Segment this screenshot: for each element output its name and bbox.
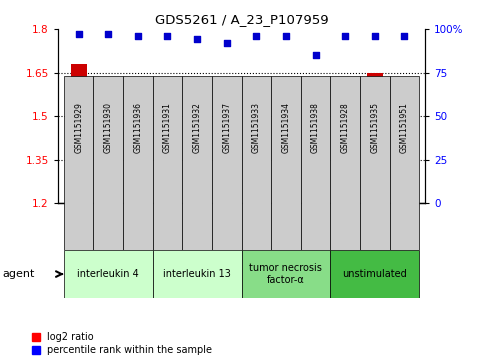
Text: interleukin 4: interleukin 4	[77, 269, 139, 279]
Bar	[396, 96, 412, 203]
Text: GSM1151929: GSM1151929	[74, 102, 83, 153]
Bar	[248, 96, 265, 203]
Bar	[123, 76, 153, 250]
Bar	[360, 76, 389, 250]
Text: GSM1151937: GSM1151937	[222, 102, 231, 153]
Bar	[100, 96, 116, 203]
Bar	[219, 125, 235, 203]
Bar	[130, 139, 146, 203]
Point	[312, 52, 319, 58]
Bar	[307, 197, 324, 203]
Bar	[182, 76, 212, 250]
Text: GSM1151930: GSM1151930	[104, 102, 113, 153]
Bar	[242, 76, 271, 250]
Text: tumor necrosis
factor-α: tumor necrosis factor-α	[249, 263, 322, 285]
Bar	[330, 76, 360, 250]
Text: GSM1151936: GSM1151936	[133, 102, 142, 153]
Text: GSM1151932: GSM1151932	[193, 102, 201, 153]
Bar	[94, 76, 123, 250]
Bar	[64, 250, 153, 298]
Text: GSM1151931: GSM1151931	[163, 102, 172, 153]
Text: GSM1151928: GSM1151928	[341, 102, 350, 153]
Text: GSM1151934: GSM1151934	[282, 102, 290, 153]
Bar	[278, 128, 294, 203]
Bar	[153, 76, 182, 250]
Bar	[337, 119, 353, 203]
Bar	[242, 250, 330, 298]
Point	[164, 33, 171, 39]
Text: GSM1151938: GSM1151938	[311, 102, 320, 153]
Text: GSM1151935: GSM1151935	[370, 102, 379, 153]
Point	[193, 37, 201, 42]
Bar	[71, 64, 87, 203]
Bar	[367, 73, 383, 203]
Text: GSM1151951: GSM1151951	[400, 102, 409, 153]
Text: agent: agent	[2, 269, 35, 279]
Bar	[212, 76, 242, 250]
Point	[134, 33, 142, 39]
Bar	[389, 76, 419, 250]
Point	[75, 31, 83, 37]
Bar	[271, 76, 301, 250]
Text: interleukin 13: interleukin 13	[163, 269, 231, 279]
Point	[400, 33, 408, 39]
Bar	[189, 87, 205, 203]
Bar	[330, 250, 419, 298]
Point	[371, 33, 379, 39]
Point	[253, 33, 260, 39]
Point	[282, 33, 290, 39]
Legend: log2 ratio, percentile rank within the sample: log2 ratio, percentile rank within the s…	[29, 329, 215, 358]
Point	[223, 40, 230, 46]
Point	[104, 31, 112, 37]
Bar	[153, 250, 242, 298]
Point	[341, 33, 349, 39]
Bar	[159, 78, 176, 203]
Text: unstimulated: unstimulated	[342, 269, 407, 279]
Title: GDS5261 / A_23_P107959: GDS5261 / A_23_P107959	[155, 13, 328, 26]
Bar	[301, 76, 330, 250]
Bar	[64, 76, 94, 250]
Text: GSM1151933: GSM1151933	[252, 102, 261, 153]
